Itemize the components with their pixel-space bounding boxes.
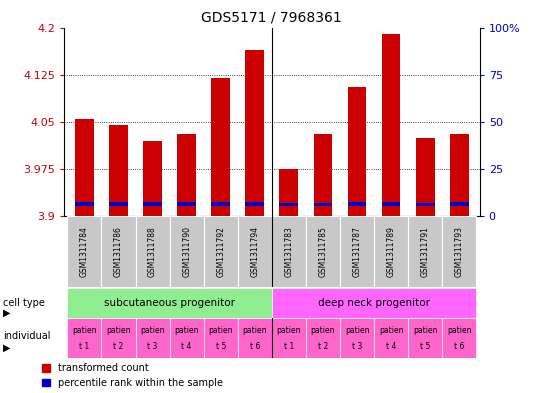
FancyBboxPatch shape bbox=[408, 216, 442, 287]
FancyBboxPatch shape bbox=[340, 318, 374, 358]
Text: t 4: t 4 bbox=[181, 342, 192, 351]
FancyBboxPatch shape bbox=[374, 216, 408, 287]
Text: GSM1311792: GSM1311792 bbox=[216, 226, 225, 277]
Text: patien: patien bbox=[72, 327, 96, 335]
Text: individual: individual bbox=[3, 331, 50, 341]
Bar bbox=[212, 202, 230, 206]
Bar bbox=[450, 202, 469, 206]
FancyBboxPatch shape bbox=[204, 318, 238, 358]
Bar bbox=[416, 203, 434, 206]
Bar bbox=[143, 141, 162, 216]
Text: t 2: t 2 bbox=[318, 342, 328, 351]
Bar bbox=[245, 202, 264, 206]
Text: cell type: cell type bbox=[3, 298, 45, 308]
FancyBboxPatch shape bbox=[101, 216, 135, 287]
FancyBboxPatch shape bbox=[67, 288, 272, 318]
Bar bbox=[382, 34, 400, 216]
Text: patien: patien bbox=[413, 327, 438, 335]
FancyBboxPatch shape bbox=[272, 318, 306, 358]
FancyBboxPatch shape bbox=[340, 216, 374, 287]
Text: GSM1311794: GSM1311794 bbox=[251, 226, 259, 277]
FancyBboxPatch shape bbox=[442, 216, 477, 287]
Bar bbox=[382, 202, 400, 206]
Text: t 5: t 5 bbox=[215, 342, 226, 351]
Bar bbox=[143, 202, 162, 206]
Bar bbox=[348, 202, 366, 206]
FancyBboxPatch shape bbox=[169, 216, 204, 287]
FancyBboxPatch shape bbox=[442, 318, 477, 358]
Bar bbox=[75, 119, 94, 216]
Text: patien: patien bbox=[345, 327, 369, 335]
FancyBboxPatch shape bbox=[67, 318, 101, 358]
FancyBboxPatch shape bbox=[101, 318, 135, 358]
FancyBboxPatch shape bbox=[238, 216, 272, 287]
FancyBboxPatch shape bbox=[408, 318, 442, 358]
Bar bbox=[348, 87, 366, 216]
Title: GDS5171 / 7968361: GDS5171 / 7968361 bbox=[201, 11, 342, 25]
Bar bbox=[109, 125, 128, 216]
Text: t 6: t 6 bbox=[249, 342, 260, 351]
FancyBboxPatch shape bbox=[238, 318, 272, 358]
Text: ▶: ▶ bbox=[3, 343, 10, 353]
Text: GSM1311793: GSM1311793 bbox=[455, 226, 464, 277]
Bar bbox=[313, 134, 332, 216]
Text: patien: patien bbox=[174, 327, 199, 335]
Bar bbox=[450, 134, 469, 216]
Bar bbox=[177, 134, 196, 216]
Bar bbox=[109, 202, 128, 206]
FancyBboxPatch shape bbox=[306, 318, 340, 358]
Bar bbox=[313, 203, 332, 206]
Bar bbox=[279, 169, 298, 216]
Text: GSM1311790: GSM1311790 bbox=[182, 226, 191, 277]
Text: t 1: t 1 bbox=[284, 342, 294, 351]
Text: subcutaneous progenitor: subcutaneous progenitor bbox=[104, 298, 235, 308]
Text: GSM1311789: GSM1311789 bbox=[386, 226, 395, 277]
Text: patien: patien bbox=[277, 327, 301, 335]
Legend: transformed count, percentile rank within the sample: transformed count, percentile rank withi… bbox=[42, 363, 223, 388]
Text: ▶: ▶ bbox=[3, 307, 10, 318]
Text: GSM1311783: GSM1311783 bbox=[285, 226, 293, 277]
FancyBboxPatch shape bbox=[169, 318, 204, 358]
Text: t 6: t 6 bbox=[454, 342, 464, 351]
Bar bbox=[245, 50, 264, 216]
Text: t 3: t 3 bbox=[352, 342, 362, 351]
Text: GSM1311788: GSM1311788 bbox=[148, 226, 157, 277]
Text: patien: patien bbox=[447, 327, 472, 335]
FancyBboxPatch shape bbox=[272, 288, 477, 318]
Text: GSM1311791: GSM1311791 bbox=[421, 226, 430, 277]
Text: deep neck progenitor: deep neck progenitor bbox=[318, 298, 430, 308]
Text: t 1: t 1 bbox=[79, 342, 90, 351]
Text: patien: patien bbox=[208, 327, 233, 335]
FancyBboxPatch shape bbox=[135, 318, 169, 358]
Text: t 5: t 5 bbox=[420, 342, 430, 351]
Text: patien: patien bbox=[140, 327, 165, 335]
Text: t 4: t 4 bbox=[386, 342, 397, 351]
Text: GSM1311785: GSM1311785 bbox=[318, 226, 327, 277]
FancyBboxPatch shape bbox=[204, 216, 238, 287]
FancyBboxPatch shape bbox=[67, 216, 101, 287]
Text: t 3: t 3 bbox=[147, 342, 158, 351]
Text: patien: patien bbox=[379, 327, 403, 335]
Text: patien: patien bbox=[311, 327, 335, 335]
Bar bbox=[279, 203, 298, 206]
Bar bbox=[75, 202, 94, 206]
Text: GSM1311787: GSM1311787 bbox=[352, 226, 361, 277]
Bar bbox=[416, 138, 434, 216]
Text: patien: patien bbox=[243, 327, 267, 335]
FancyBboxPatch shape bbox=[374, 318, 408, 358]
Bar bbox=[177, 202, 196, 206]
FancyBboxPatch shape bbox=[135, 216, 169, 287]
Bar bbox=[212, 78, 230, 216]
FancyBboxPatch shape bbox=[306, 216, 340, 287]
Text: patien: patien bbox=[106, 327, 131, 335]
Text: t 2: t 2 bbox=[114, 342, 124, 351]
Text: GSM1311786: GSM1311786 bbox=[114, 226, 123, 277]
FancyBboxPatch shape bbox=[272, 216, 306, 287]
Text: GSM1311784: GSM1311784 bbox=[80, 226, 89, 277]
